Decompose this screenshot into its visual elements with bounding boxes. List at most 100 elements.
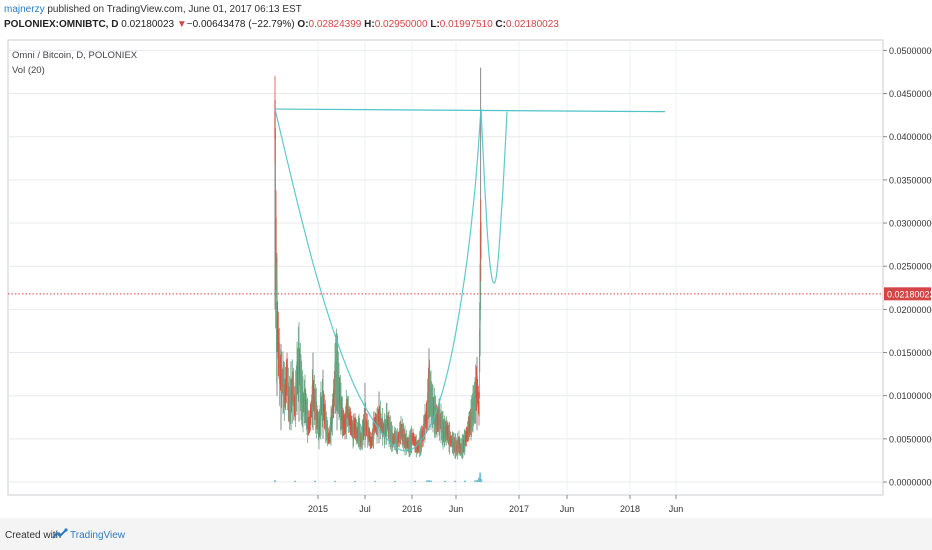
candle-body: [305, 403, 307, 420]
candle-body: [457, 440, 459, 449]
volume-bar: [374, 480, 376, 483]
candle-body: [295, 378, 297, 399]
candle-body: [472, 397, 474, 420]
volume-indicator-label[interactable]: Vol (20): [12, 65, 45, 76]
candle-body: [311, 385, 313, 412]
candle-body: [368, 431, 370, 438]
candle-body: [429, 375, 431, 402]
candle-body: [402, 429, 404, 440]
handle-curve: [480, 109, 508, 284]
candle-body: [322, 390, 324, 410]
candle-body: [410, 435, 412, 447]
candle-body: [373, 421, 375, 439]
candle-body: [294, 403, 296, 414]
candle-body: [385, 424, 387, 432]
candle-body: [296, 361, 298, 395]
candle-body: [447, 430, 449, 440]
candle-body: [463, 436, 465, 449]
y-tick-label: 0.00500000: [889, 434, 932, 444]
candle-body: [326, 424, 328, 437]
volume-bar: [476, 479, 478, 483]
volume-bar: [430, 480, 432, 483]
candle-body: [449, 436, 451, 443]
candle-body: [358, 422, 360, 438]
candle-body: [437, 412, 439, 425]
candle-body: [321, 401, 323, 411]
tradingview-logo-icon[interactable]: [52, 528, 68, 542]
candle-body: [465, 435, 467, 443]
candle-body: [461, 443, 463, 453]
candle-body: [438, 409, 440, 426]
candle-body: [394, 434, 396, 441]
candle-body: [423, 421, 425, 433]
candle-body: [365, 412, 367, 430]
chart-legend-title[interactable]: Omni / Bitcoin, D, POLONIEX: [12, 50, 138, 61]
candle-body: [298, 341, 300, 373]
candle-body: [447, 427, 449, 438]
candle-body: [309, 416, 311, 427]
candle-body: [464, 435, 466, 446]
candle-body: [396, 438, 398, 449]
candle-body: [373, 422, 375, 430]
volume-bar: [334, 480, 336, 483]
candle-body: [343, 419, 345, 430]
candle-body: [417, 443, 419, 450]
candle-body: [312, 384, 314, 399]
candle-body: [468, 419, 470, 433]
y-tick-label: 0.03000000: [889, 219, 932, 229]
candle-body: [475, 380, 477, 408]
candle-body: [388, 420, 390, 437]
candle-body: [426, 408, 428, 422]
candle-body: [479, 328, 481, 373]
candle-body: [453, 438, 455, 450]
candle-body: [335, 351, 337, 389]
tradingview-brand-link[interactable]: TradingView: [70, 530, 126, 541]
candle-body: [283, 378, 285, 405]
candle-body: [287, 372, 289, 396]
candle-body: [414, 439, 416, 448]
candle-body: [327, 432, 329, 440]
candle-body: [333, 389, 335, 408]
candle-body: [293, 382, 295, 407]
candle-body: [317, 416, 319, 428]
candle-body: [313, 388, 315, 412]
candle-body: [411, 435, 413, 441]
candle-body: [445, 424, 447, 438]
candle-body: [335, 356, 337, 392]
candle-body: [407, 440, 409, 448]
candle-body: [347, 406, 349, 423]
candle-body: [439, 417, 441, 425]
candle-body: [455, 440, 457, 453]
candle-body: [341, 407, 343, 427]
candle-body: [463, 440, 465, 449]
volume-bar: [428, 480, 430, 483]
candle-body: [353, 422, 355, 438]
candle-body: [353, 423, 355, 433]
y-tick-label: 0.04500000: [889, 89, 932, 99]
candle-body: [306, 409, 308, 426]
author-link[interactable]: majnerzy: [4, 4, 45, 15]
candle-body: [369, 433, 371, 442]
candle-body: [478, 401, 480, 417]
y-tick-label: 0.02500000: [889, 262, 932, 272]
candle-body: [364, 408, 366, 427]
x-tick-label: Jun: [560, 504, 575, 514]
low-label: L:: [430, 19, 440, 30]
candle-body: [371, 436, 373, 444]
candle-body: [477, 393, 479, 407]
candle-body: [460, 446, 462, 452]
candle-body: [379, 411, 381, 422]
candle-body: [421, 432, 423, 445]
candle-body: [304, 388, 306, 412]
candle-body: [451, 437, 453, 448]
price-chart[interactable]: 0.05000000 0.04500000 0.04000000 0.03500000…: [0, 0, 932, 518]
candle-body: [454, 440, 456, 452]
candle-body: [352, 424, 354, 440]
candle-body: [374, 417, 376, 427]
candle-body: [357, 428, 359, 439]
candle-body: [390, 428, 392, 441]
open-label: O:: [297, 19, 309, 30]
candle-body: [467, 423, 469, 435]
candle-body: [386, 412, 388, 428]
candle-body: [362, 426, 364, 438]
